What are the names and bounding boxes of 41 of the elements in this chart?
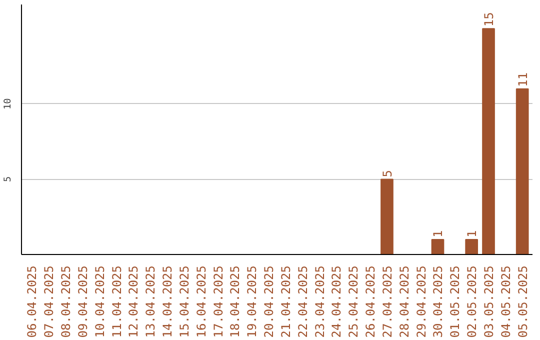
x-tick-label: 12.04.2025 [126, 265, 141, 338]
x-tick-label: 15.04.2025 [177, 265, 192, 338]
x-tick-label: 13.04.2025 [144, 265, 158, 338]
x-tick-label: 17.04.2025 [211, 265, 226, 338]
x-tick-label: 09.04.2025 [76, 265, 90, 338]
data-label: 15 [482, 12, 496, 27]
x-tick-label: 16.04.2025 [194, 265, 208, 338]
x-tick-label: 05.05.2025 [516, 265, 530, 338]
x-tick-label: 04.05.2025 [498, 265, 513, 338]
x-tick-label: 24.04.2025 [330, 265, 344, 338]
x-tick-label: 01.05.2025 [448, 265, 462, 338]
x-tick-label: 08.04.2025 [58, 265, 73, 338]
x-tick-label: 07.04.2025 [42, 265, 56, 338]
x-tick-label: 19.04.2025 [245, 265, 260, 338]
data-label: 11 [516, 72, 530, 87]
y-tick-label: 10 [2, 98, 14, 110]
x-tick-label: 14.04.2025 [160, 265, 175, 338]
bar [516, 88, 529, 254]
bar [465, 238, 478, 254]
x-tick-label: 18.04.2025 [228, 265, 242, 338]
data-label: 1 [431, 230, 446, 238]
x-tick-label: 06.04.2025 [25, 265, 40, 338]
x-tick-label: 11.04.2025 [110, 265, 124, 338]
x-tick-label: 27.04.2025 [380, 265, 394, 338]
data-label: 5 [380, 170, 394, 178]
x-tick-label: 28.04.2025 [397, 265, 412, 338]
x-tick-label: 23.04.2025 [312, 265, 327, 338]
x-tick-label: 29.04.2025 [414, 265, 428, 338]
bar [482, 28, 495, 254]
x-tick-label: 02.05.2025 [465, 265, 480, 338]
x-tick-label: 25.04.2025 [346, 265, 361, 338]
x-tick-label: 21.04.2025 [278, 265, 293, 338]
bar [380, 178, 394, 254]
data-label: 1 [465, 230, 480, 238]
x-tick-label: 20.04.2025 [262, 265, 276, 338]
x-tick-label: 10.04.2025 [92, 265, 107, 338]
bar [431, 238, 444, 254]
x-tick-label: 03.05.2025 [482, 265, 496, 338]
x-tick-label: 30.04.2025 [431, 265, 446, 338]
x-tick-label: 26.04.2025 [364, 265, 378, 338]
x-tick-label: 22.04.2025 [296, 265, 310, 338]
